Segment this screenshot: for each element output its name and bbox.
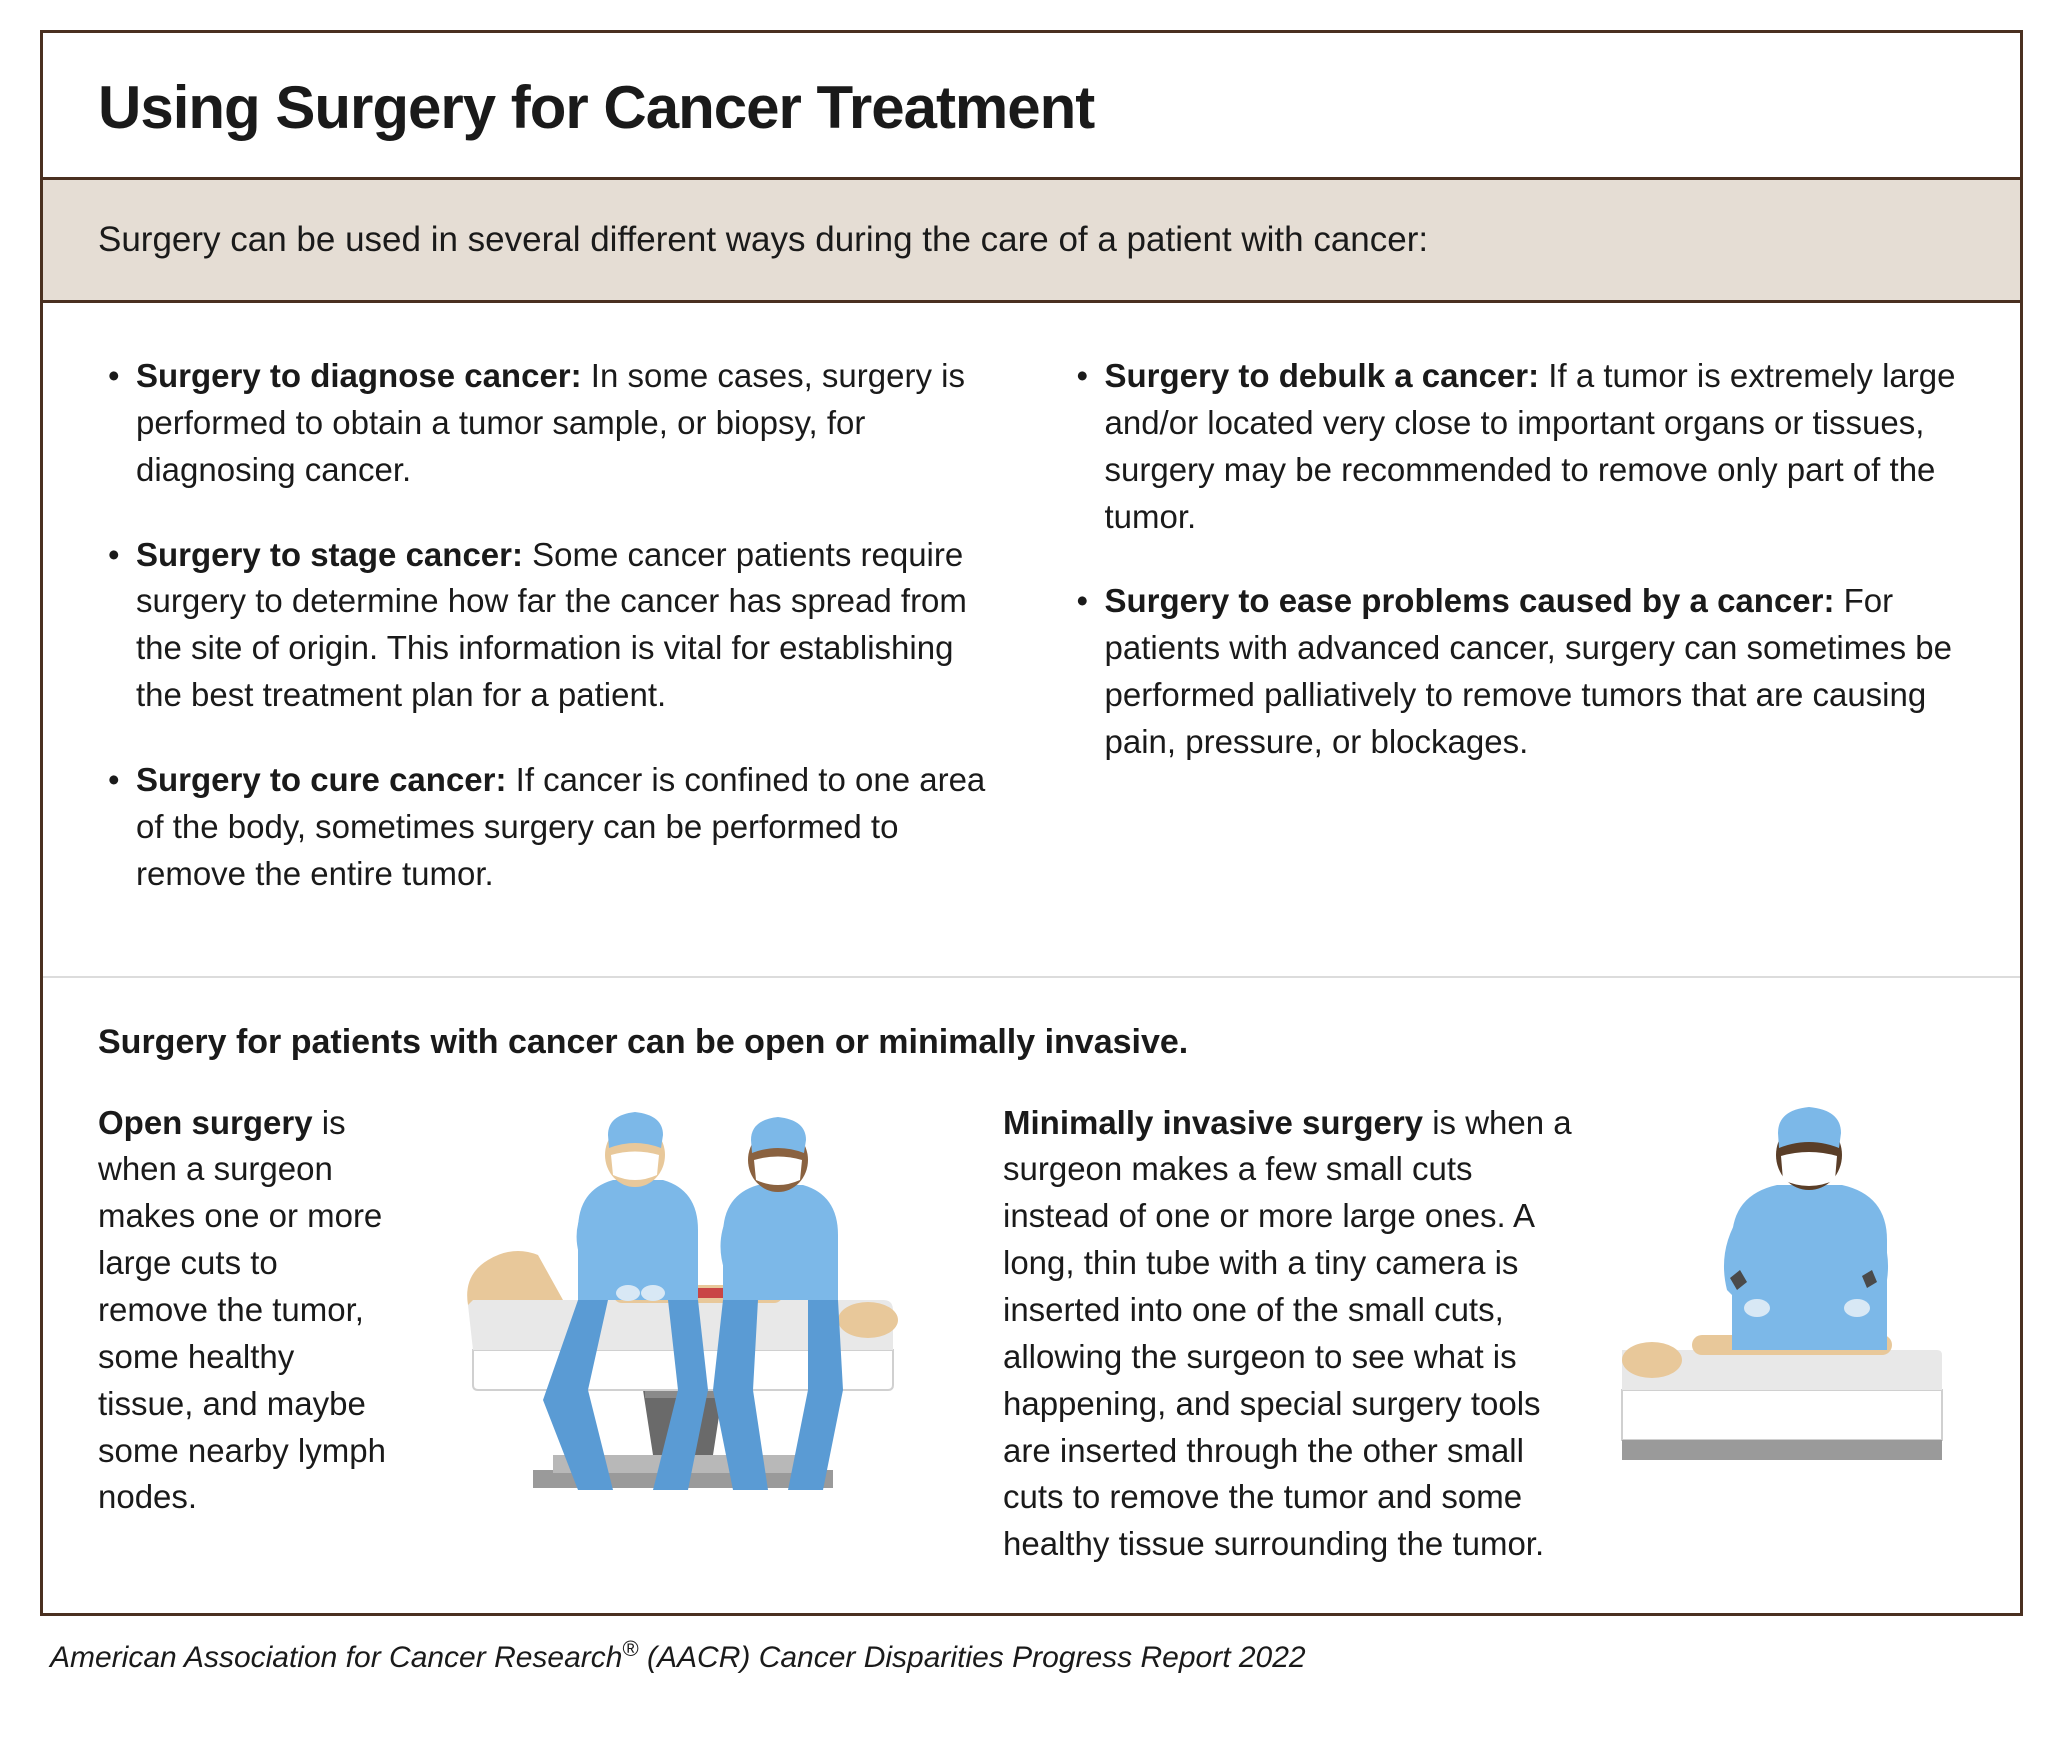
minimally-invasive-title: Minimally invasive surgery bbox=[1003, 1104, 1423, 1141]
open-surgery-body: is when a surgeon makes one or more larg… bbox=[98, 1104, 386, 1516]
bullet-title: Surgery to ease problems caused by a can… bbox=[1105, 582, 1835, 619]
bullet-title: Surgery to debulk a cancer: bbox=[1105, 357, 1540, 394]
surgeon-3 bbox=[1723, 1107, 1887, 1350]
bullet-item: Surgery to ease problems caused by a can… bbox=[1067, 578, 1966, 765]
bullets-column-right: Surgery to debulk a cancer: If a tumor i… bbox=[1067, 353, 1966, 936]
open-surgery-text: Open surgery is when a surgeon makes one… bbox=[98, 1100, 388, 1522]
minimally-invasive-block: Minimally invasive surgery is when a sur… bbox=[1003, 1100, 1965, 1569]
open-surgery-icon bbox=[413, 1100, 953, 1500]
surgery-types-section: Surgery for patients with cancer can be … bbox=[43, 978, 2020, 1614]
bullet-title: Surgery to stage cancer: bbox=[136, 536, 523, 573]
infographic-container: Using Surgery for Cancer Treatment Surge… bbox=[40, 30, 2023, 1616]
bullet-item: Surgery to cure cancer: If cancer is con… bbox=[98, 757, 997, 898]
bullets-column-left: Surgery to diagnose cancer: In some case… bbox=[98, 353, 997, 936]
bullet-title: Surgery to diagnose cancer: bbox=[136, 357, 582, 394]
page-title: Using Surgery for Cancer Treatment bbox=[98, 73, 1965, 142]
minimally-invasive-body: is when a surgeon makes a few small cuts… bbox=[1003, 1104, 1572, 1563]
intro-section: Surgery can be used in several different… bbox=[43, 180, 2020, 303]
bullet-item: Surgery to diagnose cancer: In some case… bbox=[98, 353, 997, 494]
open-surgery-block: Open surgery is when a surgeon makes one… bbox=[98, 1100, 953, 1569]
minimally-invasive-illustration bbox=[1598, 1100, 1965, 1500]
bullet-item: Surgery to debulk a cancer: If a tumor i… bbox=[1067, 353, 1966, 540]
bullet-title: Surgery to cure cancer: bbox=[136, 761, 506, 798]
open-surgery-illustration bbox=[413, 1100, 953, 1500]
bullets-section: Surgery to diagnose cancer: In some case… bbox=[43, 303, 2020, 978]
types-row: Open surgery is when a surgeon makes one… bbox=[98, 1100, 1965, 1569]
footer-citation: American Association for Cancer Research… bbox=[40, 1616, 2023, 1675]
bullet-item: Surgery to stage cancer: Some cancer pat… bbox=[98, 532, 997, 719]
minimally-invasive-text: Minimally invasive surgery is when a sur… bbox=[1003, 1100, 1573, 1569]
types-heading: Surgery for patients with cancer can be … bbox=[98, 1023, 1965, 1062]
title-section: Using Surgery for Cancer Treatment bbox=[43, 33, 2020, 180]
footer-text: American Association for Cancer Research bbox=[50, 1641, 622, 1674]
minimally-invasive-icon bbox=[1612, 1100, 1952, 1500]
intro-text: Surgery can be used in several different… bbox=[98, 220, 1965, 260]
registered-mark: ® bbox=[622, 1636, 638, 1661]
open-surgery-title: Open surgery bbox=[98, 1104, 313, 1141]
footer-text-2: (AACR) Cancer Disparities Progress Repor… bbox=[639, 1641, 1306, 1674]
